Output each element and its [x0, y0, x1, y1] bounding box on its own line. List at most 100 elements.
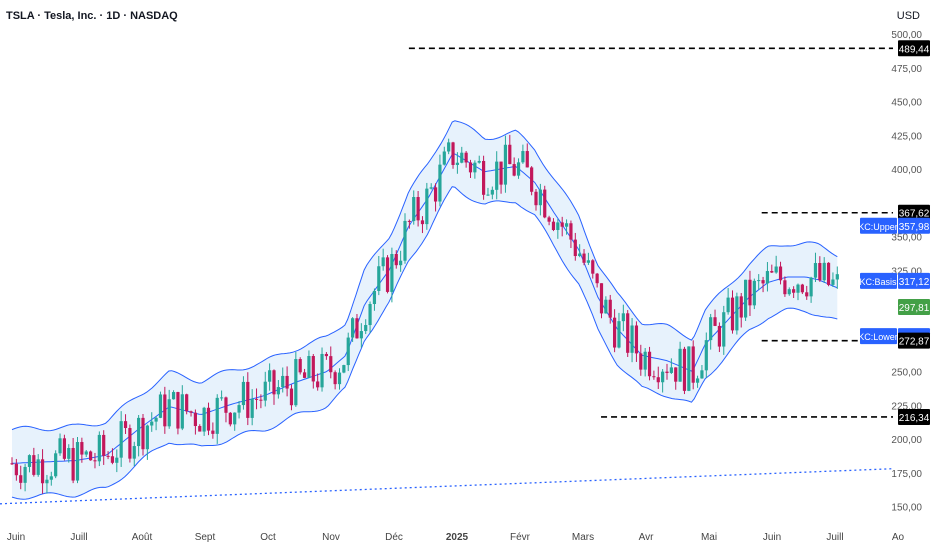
candle-body — [687, 346, 691, 391]
candle-body — [630, 325, 634, 353]
candle-body — [399, 260, 403, 266]
candle-body — [311, 355, 315, 382]
x-tick-label: Mars — [572, 532, 594, 543]
candle-body — [224, 397, 228, 413]
candle-body — [709, 317, 713, 341]
kc-upper-tag-text: KC:Upper — [858, 222, 898, 232]
kc-basis-price-text: 317,12 — [899, 277, 930, 288]
candle-body — [495, 161, 499, 190]
candle-body — [460, 152, 464, 163]
candle-body — [19, 475, 23, 483]
candle-body — [761, 280, 765, 284]
candle-body — [468, 162, 473, 173]
x-tick-label: Juill — [826, 532, 843, 543]
candle-body — [621, 313, 625, 322]
y-tick-label: 475,00 — [891, 64, 922, 75]
candle-body — [433, 187, 438, 202]
candle-body — [364, 325, 368, 332]
candle-body — [281, 375, 285, 388]
candle-body — [206, 407, 211, 431]
candle-body — [626, 313, 630, 353]
candle-body — [49, 476, 53, 480]
candle-body — [730, 297, 735, 331]
candle-body — [543, 189, 547, 218]
keltner-basis-line — [11, 153, 838, 464]
candle-body — [652, 376, 656, 378]
candle-body — [324, 353, 328, 357]
candle-body — [678, 348, 682, 382]
candle-body — [346, 337, 350, 366]
candle-body — [591, 260, 595, 274]
candle-body — [809, 277, 813, 297]
candle-body — [744, 279, 748, 318]
candle-body — [176, 392, 180, 429]
candle-body — [372, 290, 377, 305]
trend-line — [0, 468, 894, 505]
candle-body — [23, 466, 27, 483]
x-tick-label: Mai — [701, 532, 717, 543]
candle-body — [316, 381, 320, 388]
candle-body — [713, 317, 717, 326]
candle-body — [97, 434, 101, 462]
candle-body — [40, 459, 45, 484]
candle-body — [691, 346, 695, 383]
x-tick-label: Nov — [322, 532, 340, 543]
candle-body — [220, 397, 224, 399]
candle-body — [263, 381, 267, 401]
x-tick-label: Févr — [510, 532, 531, 543]
candle-body — [294, 359, 298, 406]
candle-body — [647, 351, 652, 377]
candle-body — [246, 381, 250, 418]
candle-body — [516, 162, 521, 176]
candle-body — [831, 279, 835, 285]
candle-body — [259, 399, 263, 401]
candle-body — [464, 152, 468, 163]
candle-body — [123, 421, 128, 429]
time-axis[interactable]: Juin Juill Août Sept Oct Nov Déc 2025 Févr Mars Av… — [7, 532, 905, 543]
candle-body — [150, 421, 154, 426]
candle-body — [185, 394, 189, 412]
candle-body — [778, 266, 783, 281]
candle-body — [757, 280, 761, 282]
candle-body — [368, 304, 372, 326]
candle-body — [739, 296, 743, 318]
candle-body — [661, 371, 665, 383]
x-tick-label: Déc — [385, 532, 403, 543]
candle-body — [429, 187, 433, 189]
candle-body — [32, 455, 36, 475]
currency-label: USD — [896, 10, 920, 22]
candle-body — [447, 142, 451, 152]
candle-body — [826, 262, 831, 285]
candle-body — [608, 299, 612, 318]
candle-body — [298, 359, 302, 373]
candle-body — [420, 220, 425, 225]
last-price-price-box — [898, 298, 930, 315]
candle-body — [337, 372, 342, 385]
candle-body — [381, 257, 385, 267]
candle-body — [525, 151, 529, 168]
x-tick-label: Avr — [639, 532, 654, 543]
level-range-high-price-box — [898, 204, 930, 221]
candle-body — [329, 356, 333, 373]
candle-body — [617, 321, 621, 348]
candle-body — [377, 266, 381, 291]
candle-body — [682, 348, 687, 391]
candle-body — [451, 142, 455, 165]
candle-body — [80, 442, 84, 455]
candle-body — [237, 405, 241, 413]
candle-body — [132, 446, 136, 459]
y-tick-label: 400,00 — [891, 165, 922, 176]
candle-body — [792, 289, 796, 293]
candle-body — [735, 296, 739, 331]
candle-body — [818, 263, 822, 281]
candle-body — [180, 394, 184, 429]
candle-body — [551, 221, 556, 231]
candle-body — [412, 197, 416, 222]
candle-body — [211, 430, 215, 434]
candle-body — [89, 451, 93, 461]
price-axis[interactable]: 500,00 475,00 450,00 425,00 400,00 350,00 325,… — [891, 30, 922, 513]
candle-body — [438, 164, 442, 202]
y-tick-label: 450,00 — [891, 98, 922, 109]
level-high-price-text: 489,44 — [899, 44, 930, 55]
